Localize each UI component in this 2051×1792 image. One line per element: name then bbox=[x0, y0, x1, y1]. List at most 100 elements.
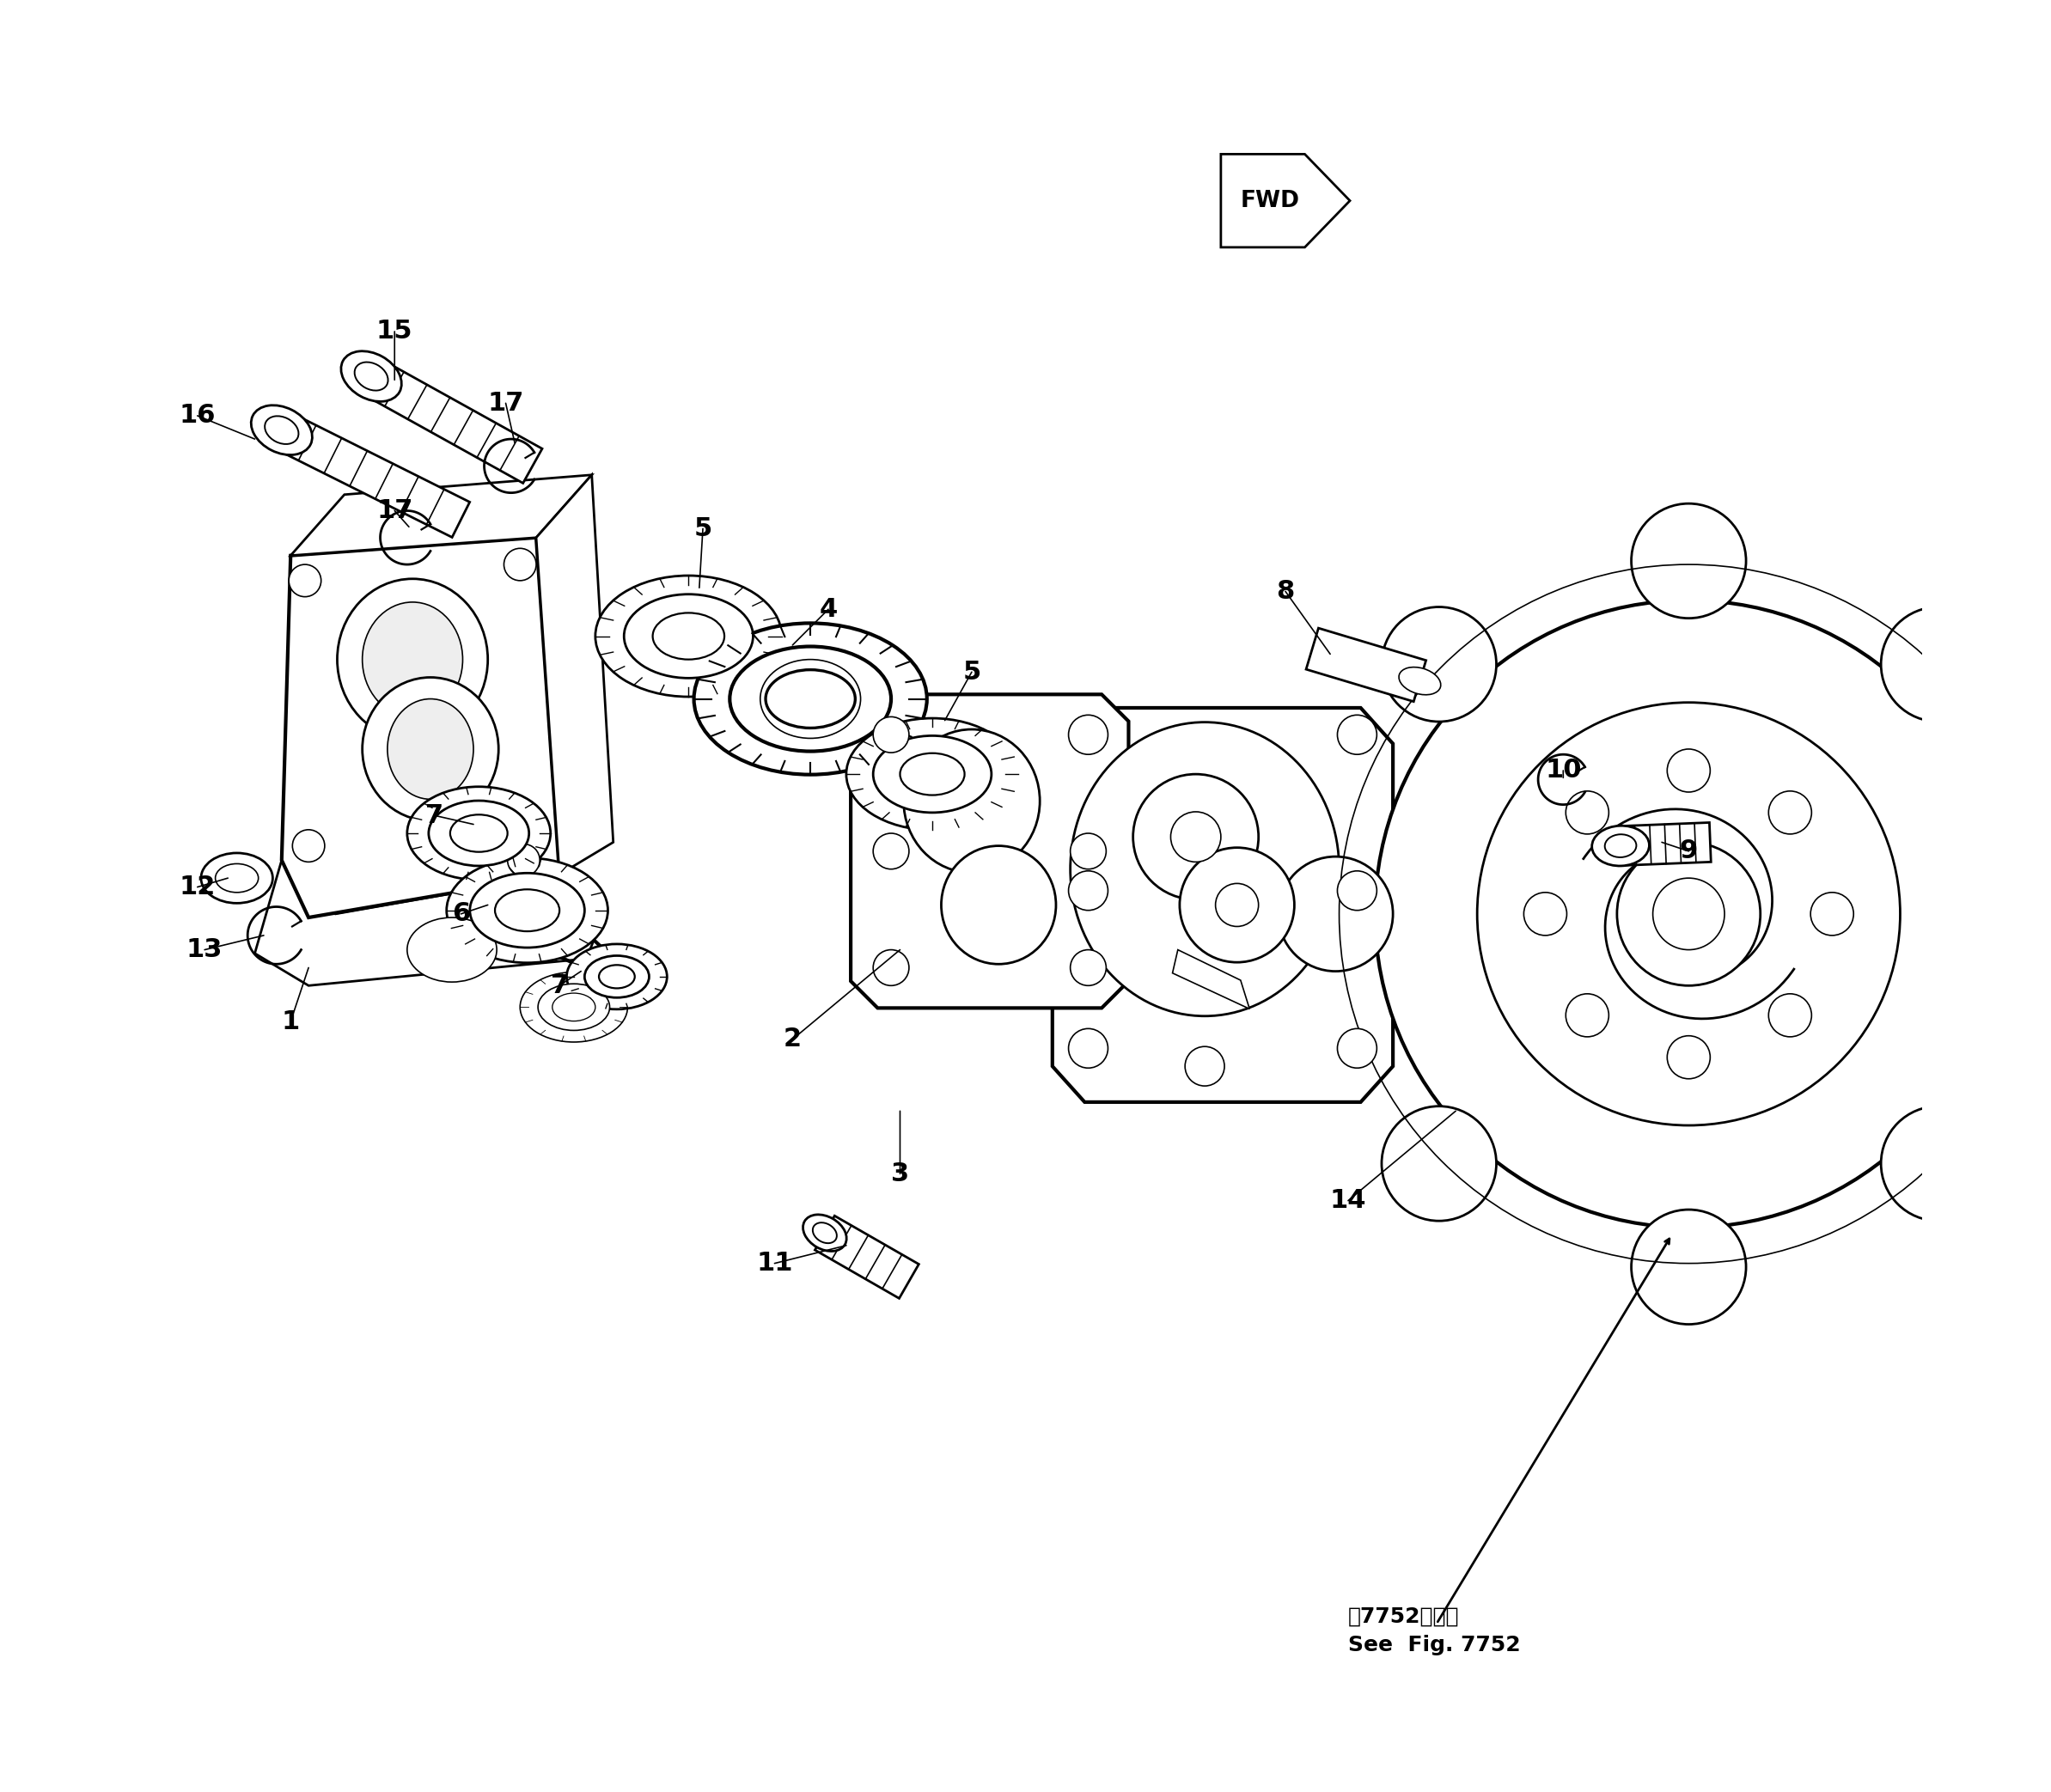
Ellipse shape bbox=[1399, 667, 1440, 695]
Ellipse shape bbox=[1069, 871, 1108, 910]
Ellipse shape bbox=[507, 844, 539, 876]
Polygon shape bbox=[1306, 629, 1425, 701]
Ellipse shape bbox=[585, 955, 648, 998]
Ellipse shape bbox=[1132, 774, 1259, 900]
Ellipse shape bbox=[1811, 892, 1854, 935]
Ellipse shape bbox=[761, 659, 861, 738]
Text: 2: 2 bbox=[783, 1027, 802, 1052]
Ellipse shape bbox=[874, 833, 909, 869]
Ellipse shape bbox=[1565, 790, 1608, 833]
Ellipse shape bbox=[1616, 842, 1760, 986]
Text: 11: 11 bbox=[757, 1251, 794, 1276]
Ellipse shape bbox=[1881, 1106, 1996, 1220]
Ellipse shape bbox=[874, 737, 991, 812]
Ellipse shape bbox=[812, 1222, 837, 1244]
Ellipse shape bbox=[1337, 1029, 1376, 1068]
Text: 8: 8 bbox=[1276, 579, 1294, 604]
Ellipse shape bbox=[1592, 826, 1649, 866]
Ellipse shape bbox=[293, 830, 324, 862]
Ellipse shape bbox=[595, 575, 781, 697]
Ellipse shape bbox=[201, 853, 273, 903]
Ellipse shape bbox=[552, 993, 595, 1021]
Ellipse shape bbox=[566, 944, 667, 1009]
Ellipse shape bbox=[1071, 722, 1339, 1016]
Ellipse shape bbox=[1382, 607, 1497, 722]
Ellipse shape bbox=[624, 595, 753, 677]
Ellipse shape bbox=[1382, 1106, 1497, 1220]
Ellipse shape bbox=[847, 719, 1019, 830]
Ellipse shape bbox=[730, 647, 890, 751]
Polygon shape bbox=[273, 412, 470, 538]
Ellipse shape bbox=[355, 362, 388, 391]
Ellipse shape bbox=[363, 602, 464, 717]
Ellipse shape bbox=[1069, 715, 1108, 754]
Ellipse shape bbox=[765, 670, 855, 728]
Ellipse shape bbox=[1631, 504, 1745, 618]
Text: 13: 13 bbox=[187, 937, 224, 962]
Ellipse shape bbox=[599, 964, 634, 989]
Ellipse shape bbox=[429, 801, 529, 866]
Ellipse shape bbox=[340, 351, 402, 401]
Ellipse shape bbox=[408, 918, 496, 982]
Ellipse shape bbox=[363, 677, 498, 821]
Ellipse shape bbox=[1604, 835, 1637, 857]
Ellipse shape bbox=[1185, 1047, 1224, 1086]
Ellipse shape bbox=[1071, 950, 1105, 986]
Ellipse shape bbox=[1071, 717, 1105, 753]
Polygon shape bbox=[851, 694, 1128, 1007]
Ellipse shape bbox=[447, 858, 607, 962]
Polygon shape bbox=[291, 475, 593, 556]
Ellipse shape bbox=[1069, 1029, 1108, 1068]
Ellipse shape bbox=[1881, 607, 1996, 722]
Ellipse shape bbox=[1768, 790, 1811, 833]
Ellipse shape bbox=[874, 950, 909, 986]
Ellipse shape bbox=[1374, 600, 2002, 1228]
Ellipse shape bbox=[537, 984, 609, 1030]
Ellipse shape bbox=[904, 729, 1040, 873]
Ellipse shape bbox=[265, 416, 299, 444]
Text: 17: 17 bbox=[377, 498, 412, 523]
Ellipse shape bbox=[470, 873, 585, 948]
Ellipse shape bbox=[1216, 883, 1259, 926]
Ellipse shape bbox=[652, 613, 724, 659]
Ellipse shape bbox=[250, 405, 312, 455]
Ellipse shape bbox=[1071, 833, 1105, 869]
Polygon shape bbox=[535, 475, 613, 874]
Polygon shape bbox=[1220, 154, 1350, 247]
Ellipse shape bbox=[1171, 812, 1220, 862]
Text: 5: 5 bbox=[693, 516, 712, 541]
Ellipse shape bbox=[408, 787, 550, 880]
Ellipse shape bbox=[874, 717, 909, 753]
Ellipse shape bbox=[215, 864, 258, 892]
Text: 7: 7 bbox=[550, 973, 568, 998]
Polygon shape bbox=[361, 358, 541, 484]
Ellipse shape bbox=[505, 548, 535, 581]
Text: FWD: FWD bbox=[1241, 190, 1300, 211]
Text: 1: 1 bbox=[281, 1009, 299, 1034]
Ellipse shape bbox=[1565, 995, 1608, 1038]
Ellipse shape bbox=[1337, 871, 1376, 910]
Ellipse shape bbox=[1179, 848, 1294, 962]
Text: 第7752図参照
See  Fig. 7752: 第7752図参照 See Fig. 7752 bbox=[1348, 1606, 1520, 1656]
Text: 3: 3 bbox=[890, 1161, 909, 1186]
Ellipse shape bbox=[1337, 715, 1376, 754]
Ellipse shape bbox=[388, 699, 474, 799]
Ellipse shape bbox=[289, 564, 322, 597]
Ellipse shape bbox=[900, 753, 964, 796]
Ellipse shape bbox=[1524, 892, 1567, 935]
Ellipse shape bbox=[804, 1215, 847, 1251]
Text: 12: 12 bbox=[178, 874, 215, 900]
Text: 5: 5 bbox=[962, 659, 980, 685]
Text: 15: 15 bbox=[375, 319, 412, 344]
Text: 17: 17 bbox=[488, 391, 523, 416]
Ellipse shape bbox=[1768, 995, 1811, 1038]
Text: 7: 7 bbox=[425, 803, 443, 828]
Text: 14: 14 bbox=[1329, 1188, 1366, 1213]
Ellipse shape bbox=[1631, 1210, 1745, 1324]
Polygon shape bbox=[1620, 823, 1711, 866]
Ellipse shape bbox=[449, 815, 507, 851]
Ellipse shape bbox=[1985, 857, 2051, 971]
Ellipse shape bbox=[1667, 749, 1711, 792]
Polygon shape bbox=[254, 860, 605, 986]
Polygon shape bbox=[814, 1215, 919, 1299]
